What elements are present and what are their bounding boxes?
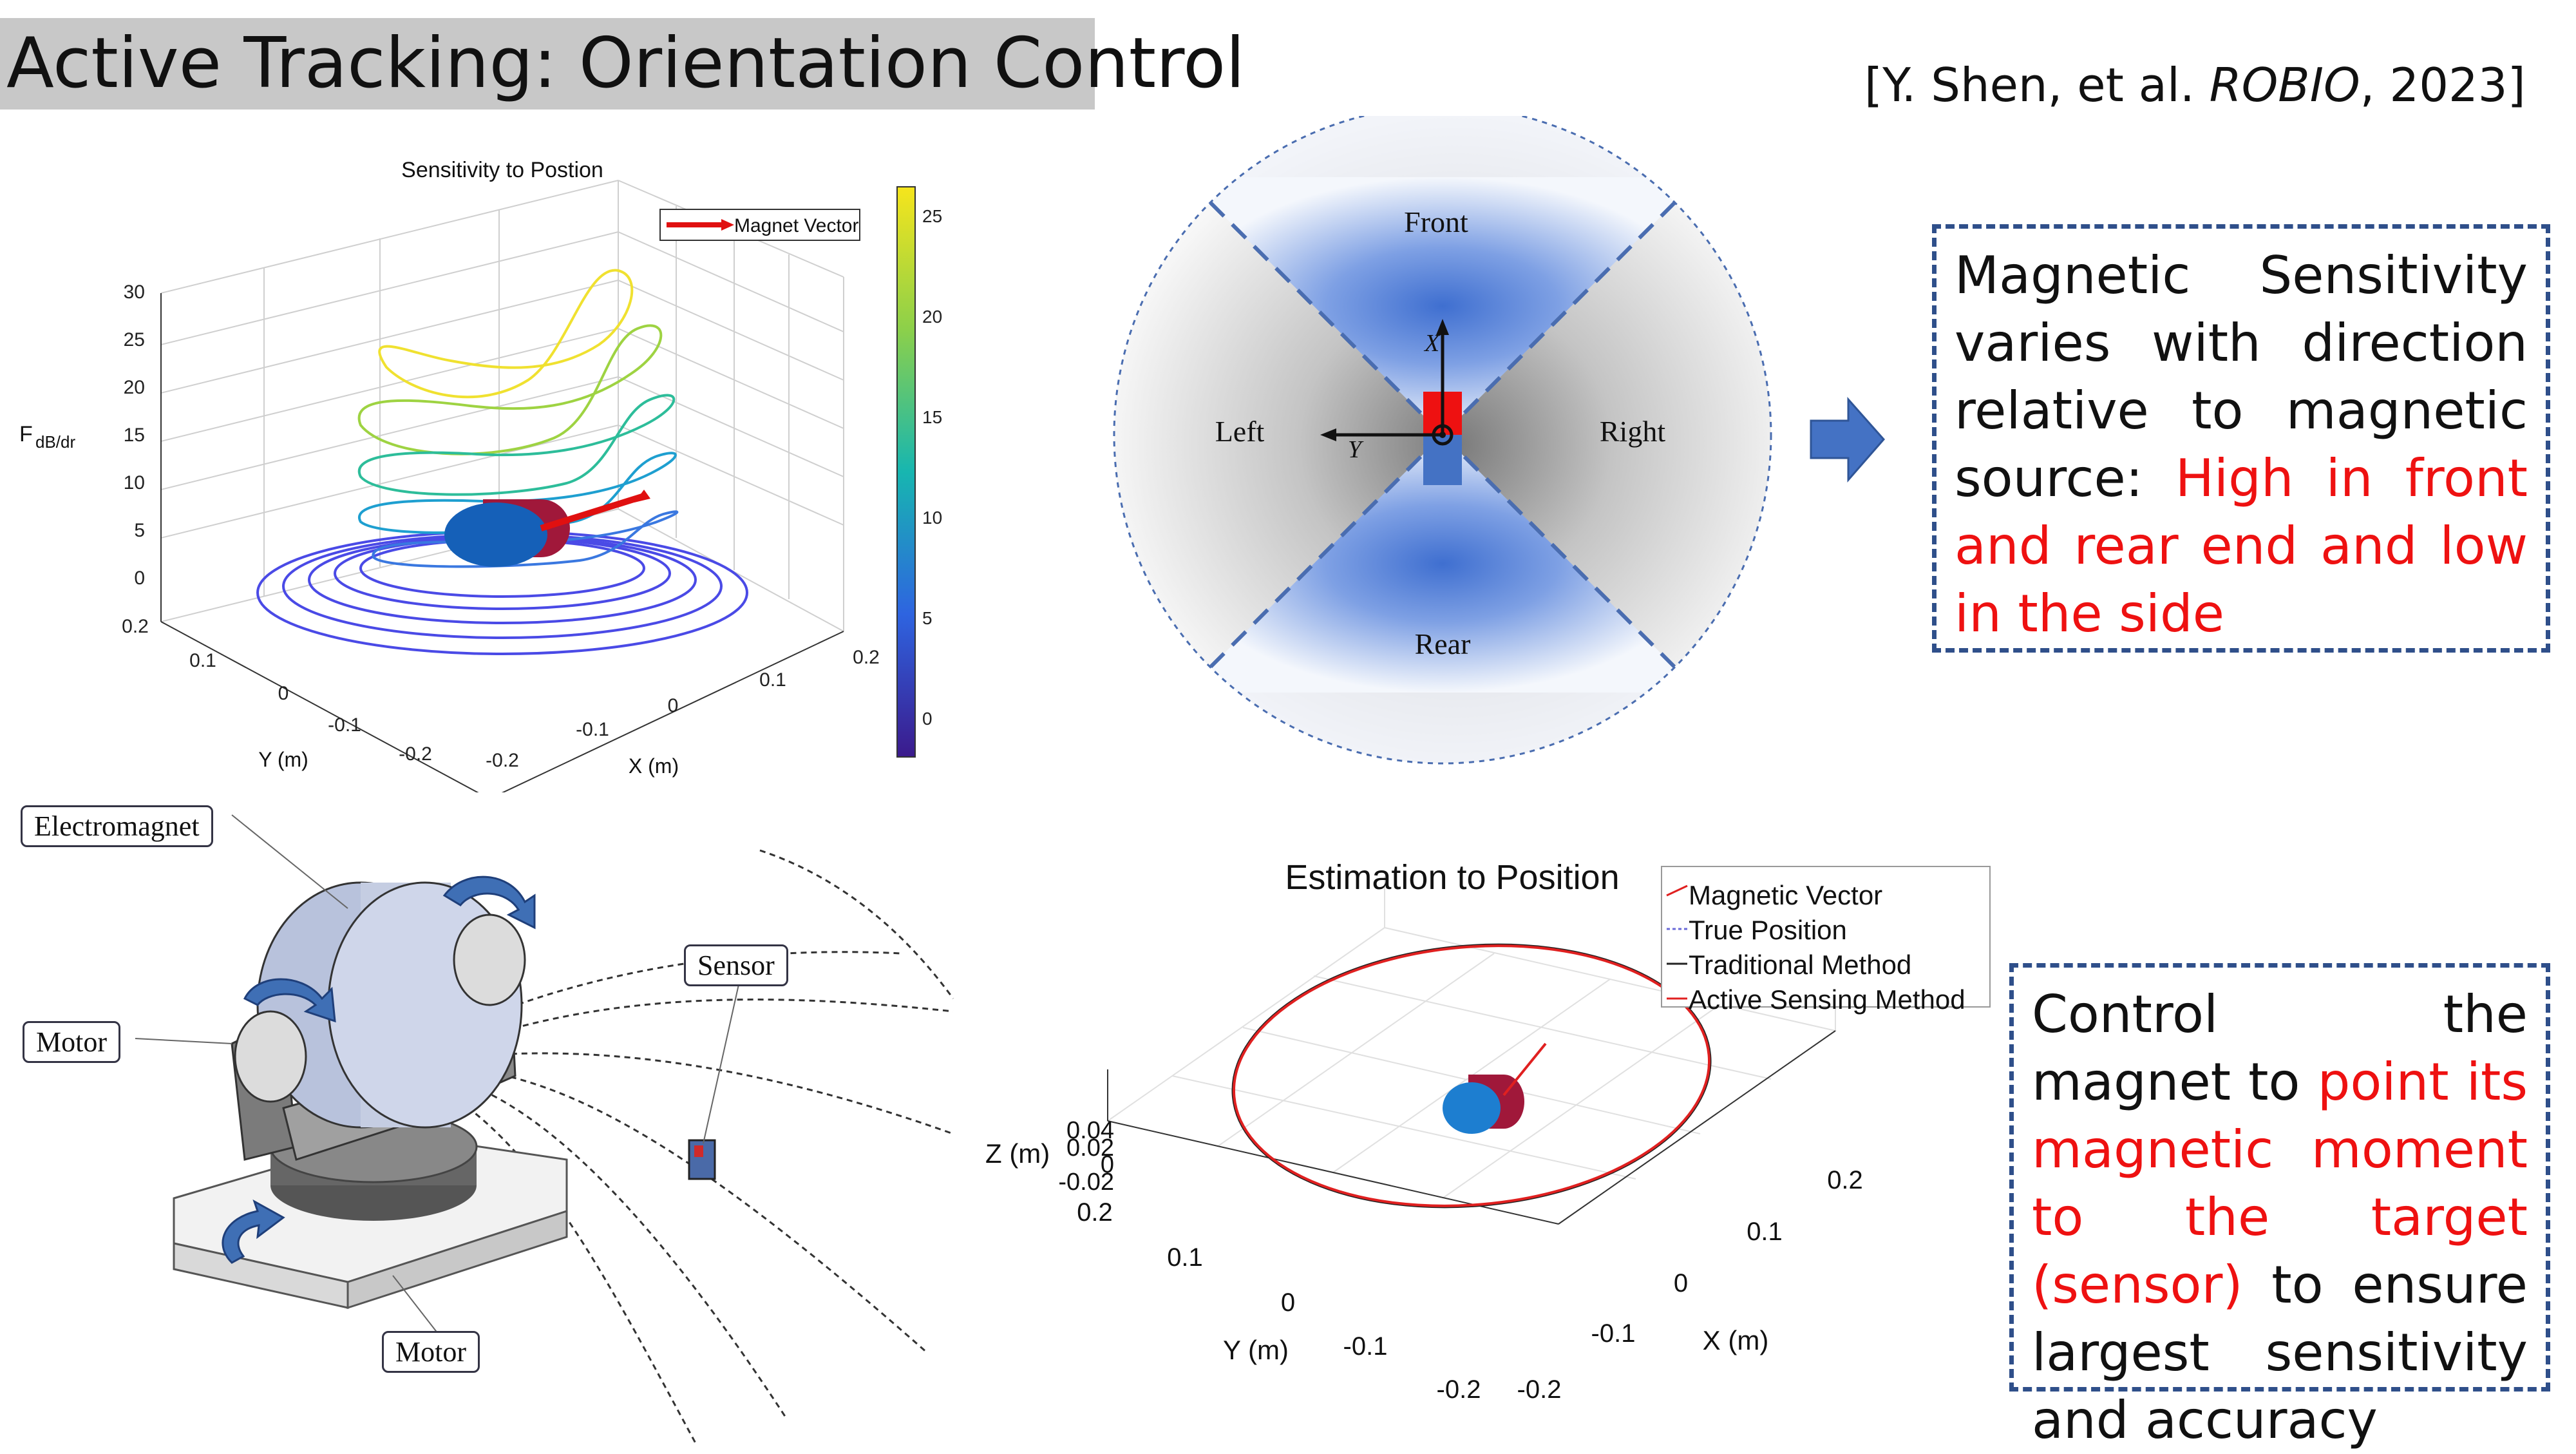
- sector-rear: Rear: [1415, 627, 1471, 660]
- sens-z-tick: 5: [134, 520, 145, 541]
- est-x-tick: 0.2: [1827, 1166, 1863, 1194]
- sensitivity-legend-label: Magnet Vector: [734, 215, 858, 236]
- colorbar: [896, 186, 916, 758]
- citation-venue: ROBIO: [2209, 58, 2360, 112]
- est-y-tick: -0.1: [1343, 1332, 1388, 1361]
- control-text-b: to ensure largest sensitivity and accura…: [2032, 1255, 2528, 1450]
- sens-x-tick: -0.1: [576, 719, 609, 740]
- sens-y-tick: -0.1: [328, 714, 361, 736]
- axis-x-label: X: [1423, 330, 1441, 357]
- sens-z-tick: 20: [124, 377, 145, 398]
- estimation-legend-item: Active Sensing Method: [1689, 984, 1965, 1015]
- slide-title: Active Tracking: Orientation Control: [0, 18, 1245, 110]
- colorbar-tick: 20: [922, 307, 942, 327]
- est-x-tick: -0.1: [1591, 1319, 1636, 1348]
- est-x-tick: 0: [1674, 1269, 1688, 1297]
- sensitivity-ylabel: Y (m): [258, 748, 308, 771]
- estimation-xlabel: X (m): [1703, 1325, 1769, 1355]
- est-x-tick: 0.1: [1747, 1218, 1783, 1246]
- right-arrow-icon: [1810, 397, 1885, 483]
- colorbar-tick: 5: [922, 608, 933, 628]
- sens-x-tick: 0.1: [759, 669, 786, 691]
- est-z-tick: 0: [1101, 1151, 1114, 1178]
- sensitivity-text: Magnetic Sensitivity varies with directi…: [1955, 245, 2528, 508]
- est-x-tick: -0.2: [1517, 1375, 1562, 1404]
- sens-y-tick: 0.2: [122, 616, 149, 637]
- citation-prefix: [Y. Shen, et al.: [1864, 58, 2210, 112]
- sensitivity-plot-title: Sensitivity to Postion: [401, 158, 603, 182]
- sensor-label: Sensor: [684, 944, 788, 986]
- est-y-tick: 0.2: [1077, 1198, 1113, 1227]
- estimation-zlabel: Z (m): [985, 1138, 1050, 1169]
- estimation-legend-item: True Position: [1689, 915, 1847, 945]
- sensitivity-zlabel: F: [19, 422, 33, 446]
- sensitivity-plot: Sensitivity to Postion Magnet Vector F d…: [19, 158, 942, 792]
- motor-left-label: Motor: [23, 1021, 120, 1063]
- colorbar-tick: 0: [922, 709, 933, 729]
- est-z-tick: 0.02: [1066, 1134, 1114, 1162]
- sens-x-tick: -0.2: [486, 750, 519, 771]
- sensitivity-highlight: High in front and rear end and low in th…: [1955, 448, 2528, 644]
- estimation-plot: Estimation to Position Magnetic Vector T…: [985, 858, 1991, 1404]
- estimation-plot-title: Estimation to Position: [1285, 858, 1619, 897]
- sens-z-tick: 30: [124, 282, 145, 303]
- sector-left: Left: [1215, 415, 1265, 448]
- sens-y-tick: 0.1: [189, 650, 216, 671]
- axis-y-label: Y: [1348, 436, 1364, 463]
- estimation-legend: [1661, 866, 1991, 1008]
- sens-z-tick: 10: [124, 472, 145, 493]
- est-z-tick: 0.04: [1066, 1117, 1114, 1144]
- est-y-tick: -0.2: [1437, 1375, 1481, 1404]
- sector-right: Right: [1600, 415, 1665, 448]
- sens-y-tick: 0: [278, 683, 289, 704]
- estimation-legend-item: Magnetic Vector: [1689, 880, 1882, 910]
- colorbar-tick: 15: [922, 407, 942, 427]
- sensitivity-xlabel: X (m): [629, 754, 679, 778]
- control-textbox: Control the magnet to point its magnetic…: [2009, 963, 2550, 1450]
- estimation-legend-item: Traditional Method: [1689, 950, 1911, 980]
- magnet-icon: [444, 499, 570, 567]
- control-highlight: point its magnetic moment to the target …: [2032, 1052, 2528, 1315]
- estimation-ylabel: Y (m): [1223, 1335, 1289, 1365]
- sensitivity-zlabel-sub: dB/dr: [35, 432, 75, 452]
- electromagnet-label: Electromagnet: [21, 805, 213, 847]
- est-z-tick: -0.02: [1058, 1169, 1114, 1196]
- citation-suffix: , 2023]: [2360, 58, 2526, 112]
- sector-diagram: Front Rear Left Right X Y: [1113, 116, 1772, 765]
- sens-z-tick: 25: [124, 329, 145, 350]
- est-y-tick: 0.1: [1167, 1243, 1203, 1272]
- device-illustration: [135, 814, 954, 1444]
- sens-z-tick: 0: [134, 568, 145, 589]
- sens-y-tick: -0.2: [399, 743, 432, 765]
- sensitivity-textbox: Magnetic Sensitivity varies with directi…: [1932, 224, 2550, 653]
- colorbar-tick: 10: [922, 508, 942, 528]
- sensor-icon: [688, 1139, 716, 1180]
- sens-z-tick: 15: [124, 425, 145, 446]
- control-text-a: Control the magnet to: [2032, 984, 2528, 1112]
- sens-x-tick: 0: [668, 695, 679, 716]
- sector-front: Front: [1404, 206, 1468, 238]
- sens-x-tick: 0.2: [853, 647, 880, 668]
- motor-bottom-label: Motor: [382, 1331, 480, 1373]
- citation: [Y. Shen, et al. ROBIO, 2023]: [1864, 58, 2526, 112]
- est-y-tick: 0: [1281, 1288, 1295, 1317]
- colorbar-tick: 25: [922, 206, 942, 226]
